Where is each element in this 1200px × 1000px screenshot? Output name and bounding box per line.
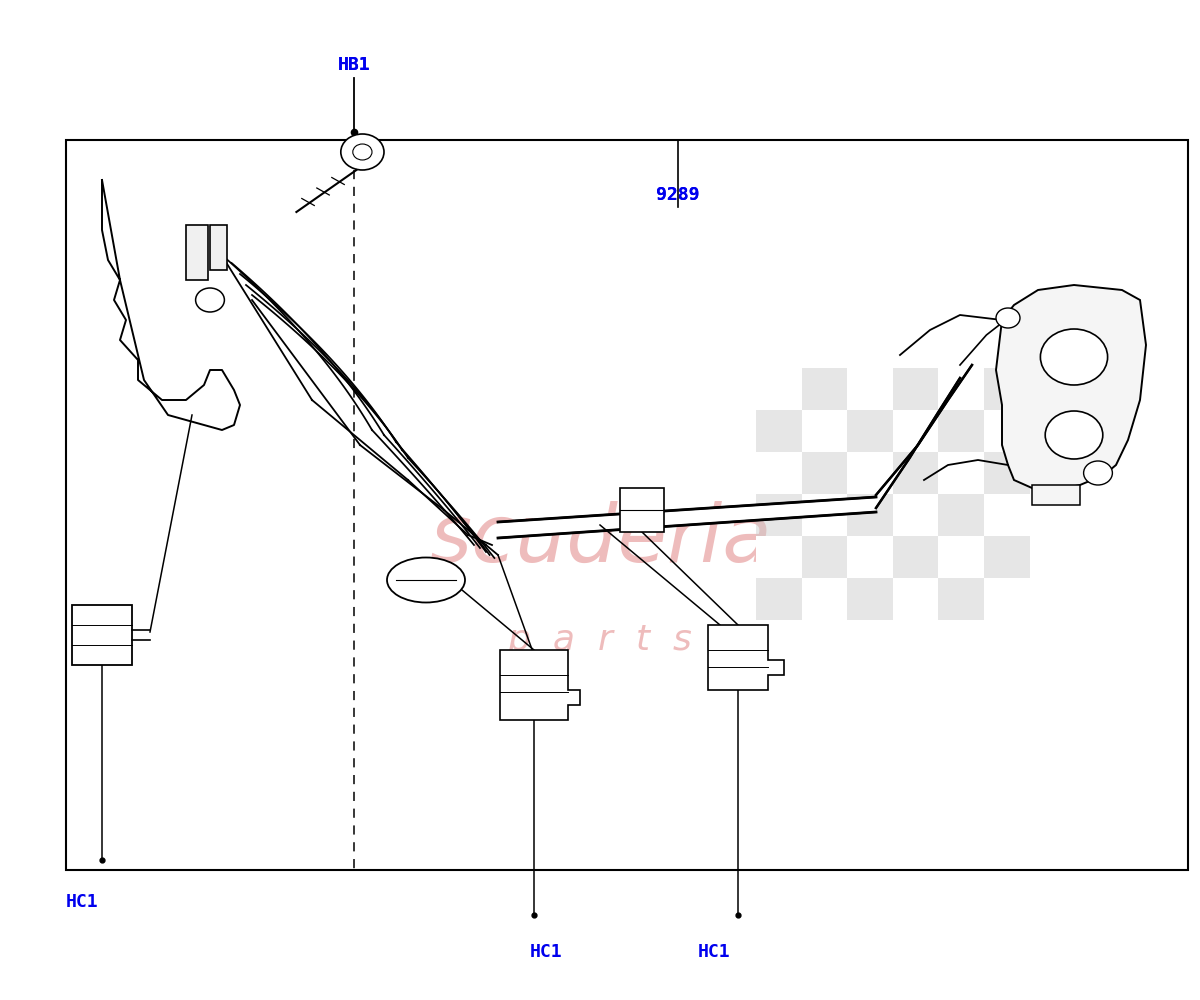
Bar — [847, 368, 893, 410]
Bar — [802, 494, 847, 536]
Bar — [756, 494, 802, 536]
Bar — [893, 368, 938, 410]
Bar — [756, 410, 802, 452]
Bar — [756, 368, 802, 410]
Bar — [72, 605, 132, 665]
Ellipse shape — [386, 558, 466, 602]
Bar — [756, 452, 802, 494]
Bar — [186, 225, 208, 280]
Text: 9289: 9289 — [656, 186, 700, 204]
Bar — [938, 410, 984, 452]
Circle shape — [353, 144, 372, 160]
Text: HC1: HC1 — [697, 943, 731, 961]
Bar — [1032, 485, 1080, 505]
Circle shape — [196, 288, 224, 312]
Text: 9289: 9289 — [656, 186, 700, 204]
Polygon shape — [996, 285, 1146, 490]
Circle shape — [1040, 329, 1108, 385]
Bar — [756, 578, 802, 620]
Bar — [938, 578, 984, 620]
Text: scuderia: scuderia — [428, 501, 772, 579]
Bar — [984, 578, 1030, 620]
Circle shape — [341, 134, 384, 170]
Bar — [847, 452, 893, 494]
Polygon shape — [876, 365, 972, 508]
Text: HC1: HC1 — [529, 943, 563, 961]
Bar — [938, 536, 984, 578]
Bar — [210, 225, 227, 270]
Polygon shape — [498, 497, 876, 538]
Bar — [802, 368, 847, 410]
Bar — [938, 452, 984, 494]
Polygon shape — [500, 650, 580, 720]
Bar — [847, 410, 893, 452]
Bar — [893, 578, 938, 620]
Bar — [847, 578, 893, 620]
Bar — [802, 452, 847, 494]
Bar — [984, 452, 1030, 494]
Bar — [802, 536, 847, 578]
Text: p  a  r  t  s: p a r t s — [508, 623, 692, 657]
Bar — [893, 494, 938, 536]
Polygon shape — [708, 625, 784, 690]
Circle shape — [1084, 461, 1112, 485]
Bar — [802, 410, 847, 452]
Bar — [802, 578, 847, 620]
Bar — [938, 494, 984, 536]
Bar — [620, 488, 664, 532]
Text: HC1: HC1 — [65, 893, 98, 911]
Bar — [893, 536, 938, 578]
Bar — [756, 536, 802, 578]
Bar — [938, 368, 984, 410]
Bar — [984, 368, 1030, 410]
Circle shape — [1045, 411, 1103, 459]
Bar — [984, 494, 1030, 536]
Text: HB1: HB1 — [337, 56, 371, 74]
Text: HB1: HB1 — [337, 56, 371, 74]
Bar — [847, 536, 893, 578]
Bar — [66, 140, 1188, 870]
Bar — [893, 452, 938, 494]
Bar — [984, 410, 1030, 452]
Bar — [984, 536, 1030, 578]
Circle shape — [996, 308, 1020, 328]
Bar — [893, 410, 938, 452]
Bar — [847, 494, 893, 536]
